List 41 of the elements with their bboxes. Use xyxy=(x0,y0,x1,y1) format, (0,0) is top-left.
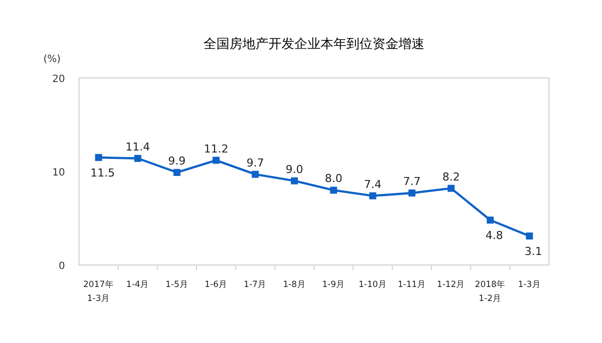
point xyxy=(212,156,220,164)
data-label: 9.7 xyxy=(246,156,264,170)
data-label: 8.0 xyxy=(324,172,342,186)
data-label: 7.7 xyxy=(403,175,421,188)
point xyxy=(486,216,494,224)
x-tick-label: 1-7月 xyxy=(244,280,267,290)
y-axis-title: (%) xyxy=(43,54,61,65)
point xyxy=(448,184,455,192)
point xyxy=(134,154,142,162)
data-label: 4.8 xyxy=(486,229,503,242)
x-tick-label: 1-5月 xyxy=(165,280,188,290)
chart-title: 全国房地产开发企业本年到位资金增速 xyxy=(204,36,424,52)
point xyxy=(408,190,416,197)
point xyxy=(369,192,376,200)
x-tick-label: 2017年 1-3月 xyxy=(83,279,114,304)
x-tick-label: 1-12月 xyxy=(436,280,466,290)
x-tick-label: 1-8月 xyxy=(282,280,306,290)
x-tick-label: 1-11月 xyxy=(398,280,426,290)
x-tick-label: 1-6月 xyxy=(204,280,228,290)
data-label: 7.4 xyxy=(364,178,382,191)
y-tick-label: 10 xyxy=(52,168,65,178)
x-tick-label: 1-10月 xyxy=(358,280,387,290)
data-label: 11.5 xyxy=(90,166,115,180)
x-tick-label: 2018年 1-2月 xyxy=(474,279,506,304)
point xyxy=(526,232,533,240)
point xyxy=(290,177,298,184)
point xyxy=(95,154,102,161)
data-label: 9.9 xyxy=(168,154,186,168)
point xyxy=(330,186,338,194)
x-tick-label: 1-3月 xyxy=(518,280,541,290)
data-label: 8.2 xyxy=(442,170,460,184)
point xyxy=(252,170,259,178)
y-tick-label: 0 xyxy=(58,261,65,272)
point xyxy=(173,168,180,176)
data-label: 3.1 xyxy=(524,245,542,258)
y-tick-label: 20 xyxy=(52,74,65,85)
x-tick-label: 1-9月 xyxy=(322,280,346,290)
data-label: 9.0 xyxy=(286,162,304,176)
data-label: 11.2 xyxy=(204,142,228,156)
data-label: 11.4 xyxy=(126,140,150,154)
x-tick-label: 1-4月 xyxy=(126,280,150,290)
